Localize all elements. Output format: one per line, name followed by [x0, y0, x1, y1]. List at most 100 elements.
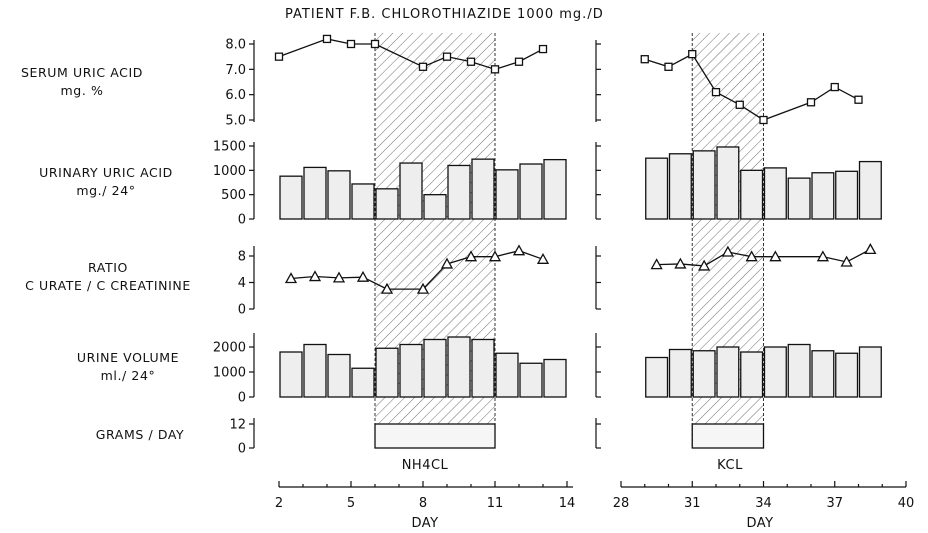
x-tick-label-right-1: 31 [684, 496, 701, 511]
urinary-bar-right-7 [811, 172, 835, 220]
serum-point-right-4 [735, 100, 744, 109]
volume-bar-left-6 [423, 338, 447, 398]
x-axis-label-left: DAY [411, 516, 438, 531]
urinary-tick-label-1: 1000 [213, 164, 246, 179]
urinary-bar-left-10 [519, 163, 543, 220]
serum-point-left-3 [370, 39, 380, 49]
ratio-tick-label-1: 4 [238, 276, 246, 291]
urinary-bar-left-11 [543, 158, 567, 220]
urinary-bar-left-0 [279, 175, 303, 220]
ratio-point-right-6 [816, 250, 829, 262]
volume-tick-label-0: 2000 [213, 341, 246, 356]
volume-bar-left-2 [327, 353, 351, 398]
urinary-bar-left-5 [399, 162, 423, 220]
serum-point-left-2 [346, 39, 356, 49]
grams-label: GRAMS / DAY [96, 427, 185, 442]
ratio-point-left-0 [284, 272, 298, 284]
serum-line-left [278, 38, 544, 71]
ratio-point-right-2 [698, 259, 711, 271]
urinary-bar-right-3 [716, 146, 740, 220]
dose-boxes [374, 423, 765, 449]
x-tick-label-right-3: 37 [826, 496, 843, 511]
ratio-point-left-8 [488, 250, 502, 262]
x-axis-label-right: DAY [746, 516, 773, 531]
ratio-point-left-5 [416, 282, 430, 294]
x-tick-label-left-2: 8 [419, 496, 427, 511]
grams-tick-label-1: 0 [238, 442, 246, 457]
urinary-bar-right-9 [858, 160, 882, 220]
urinary-tick-label-2: 500 [221, 188, 246, 203]
serum-point-right-2 [688, 49, 697, 59]
volume-tick-label-1: 1000 [213, 366, 246, 381]
volume-label: URINE VOLUME ml./ 24° [77, 350, 179, 383]
ratio-point-left-10 [536, 252, 550, 264]
urinary-bar-left-3 [351, 183, 375, 220]
urinary-tick-label-3: 0 [238, 213, 246, 228]
volume-label-line-2: ml./ 24° [101, 368, 156, 383]
markers [274, 34, 877, 294]
ratio-point-left-3 [356, 270, 370, 282]
ratio-point-left-1 [308, 270, 322, 282]
x-tick-label-right-4: 40 [898, 496, 915, 511]
serum-point-right-7 [830, 82, 839, 92]
ratio-point-right-4 [745, 250, 758, 262]
volume-bar-right-3 [716, 346, 740, 398]
volume-bar-right-5 [763, 346, 787, 398]
urinary-bar-right-6 [787, 177, 811, 220]
serum-point-right-6 [806, 98, 816, 107]
serum-point-right-0 [640, 55, 649, 64]
volume-bar-left-1 [303, 343, 327, 398]
urinary-label-line-2: mg./ 24° [76, 183, 135, 198]
serum-point-left-7 [490, 65, 500, 74]
urinary-bar-left-9 [495, 169, 519, 220]
volume-bar-left-10 [519, 362, 543, 398]
volume-bar-left-11 [543, 358, 567, 398]
serum-point-left-4 [418, 62, 428, 71]
urinary-bar-right-1 [668, 153, 692, 220]
x-tick-label-left-3: 11 [487, 496, 504, 511]
ratio-point-right-7 [840, 255, 853, 267]
urinary-bar-left-6 [423, 194, 447, 220]
serum-label-line-1: SERUM URIC ACID [21, 65, 143, 80]
volume-bar-left-4 [375, 347, 399, 398]
volume-bar-left-8 [471, 338, 495, 398]
serum-tick-label-0: 8.0 [225, 38, 246, 53]
volume-bar-left-0 [279, 351, 303, 398]
urinary-bar-right-5 [763, 167, 787, 220]
ratio-point-right-0 [650, 258, 663, 270]
ratio-label-line-1: RATIO [88, 260, 128, 275]
grams-label-line-1: GRAMS / DAY [96, 427, 185, 442]
ratio-point-right-3 [721, 245, 734, 257]
urinary-label: URINARY URIC ACID mg./ 24° [39, 165, 173, 198]
serum-tick-label-3: 5.0 [225, 114, 246, 129]
urinary-bar-left-2 [327, 170, 351, 220]
x-tick-label-right-2: 34 [755, 496, 772, 511]
volume-bar-right-6 [787, 343, 811, 398]
ratio-point-right-1 [674, 257, 687, 269]
urinary-bar-right-2 [692, 150, 716, 220]
ratio-point-left-7 [464, 250, 478, 262]
ratio-point-right-5 [769, 250, 782, 262]
serum-label-line-2: mg. % [61, 83, 104, 98]
x-tick-label-left-1: 5 [347, 496, 355, 511]
bars [279, 146, 882, 398]
x-tick-label-right-0: 28 [613, 496, 630, 511]
urinary-label-line-1: URINARY URIC ACID [39, 165, 173, 180]
serum-point-left-5 [442, 52, 452, 61]
urinary-tick-label-0: 1500 [213, 140, 246, 155]
grams-tick-label-0: 12 [229, 418, 246, 433]
volume-bar-left-3 [351, 367, 375, 398]
x-tick-label-left-0: 2 [275, 496, 283, 511]
serum-tick-label-2: 6.0 [225, 88, 246, 103]
serum-point-left-0 [274, 52, 284, 61]
ratio-point-left-4 [380, 282, 394, 294]
serum-point-left-6 [466, 57, 476, 66]
y-axes: 8.0 7.0 6.0 5.0 1500 1000 500 0 8 4 0 2000 1000 0 12 0 [213, 38, 601, 457]
volume-bar-right-0 [645, 356, 669, 398]
chart-title: PATIENT F.B. CHLOROTHIAZIDE 1000 mg./D [285, 7, 604, 22]
volume-bar-right-9 [858, 346, 882, 398]
serum-point-right-3 [711, 87, 721, 97]
kcl-label: KCL [717, 458, 743, 473]
volume-label-line-1: URINE VOLUME [77, 350, 179, 365]
